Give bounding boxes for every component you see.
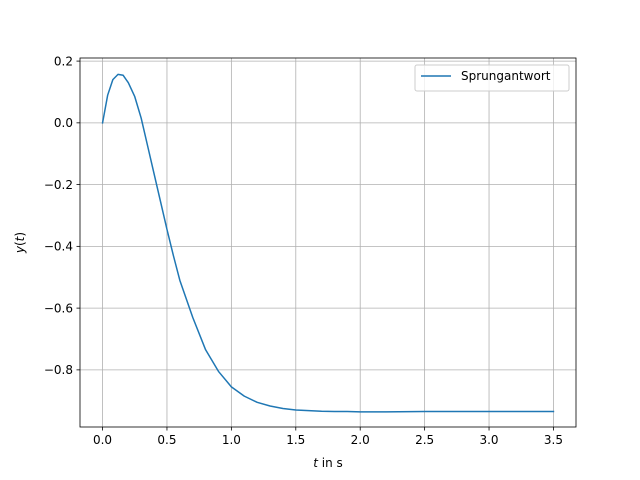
y-tick-label: −0.4 — [44, 240, 73, 254]
y-tick-label: −0.8 — [44, 363, 73, 377]
grid — [80, 58, 576, 427]
x-tick-label: 3.5 — [544, 433, 563, 447]
plot-frame — [79, 57, 577, 428]
y-tick-label: −0.2 — [44, 178, 73, 192]
y-axis-paren-close: ) — [13, 232, 27, 237]
x-tick-label: 0.5 — [157, 433, 176, 447]
x-tick-label: 1.0 — [222, 433, 241, 447]
ticks: 0.0 0.5 1.0 1.5 2.0 2.5 3.0 3.5 0.2 0.0 −0.2 −0.4 −0… — [44, 54, 563, 447]
x-tick-label: 2.0 — [351, 433, 370, 447]
x-tick-label: 2.5 — [415, 433, 434, 447]
x-tick-label: 3.0 — [479, 433, 498, 447]
y-tick-label: 0.0 — [54, 116, 73, 130]
x-axis-variable: t — [313, 456, 319, 470]
y-axis-function: y — [13, 245, 27, 254]
legend-label: Sprungantwort — [461, 69, 551, 83]
series-line-sprungantwort — [101, 73, 555, 413]
legend: Sprungantwort — [414, 64, 570, 92]
y-axis-label: y(t) — [13, 232, 27, 254]
x-tick-label: 1.5 — [286, 433, 305, 447]
x-axis-label: t in s — [313, 456, 343, 470]
legend-box — [414, 64, 570, 92]
x-axis-unit-text: in s — [318, 456, 343, 470]
y-axis-paren-open: ( — [13, 241, 27, 246]
y-axis-argument: t — [13, 235, 27, 241]
series-layer — [101, 73, 555, 413]
y-tick-label: 0.2 — [54, 54, 73, 68]
y-tick-label: −0.6 — [44, 301, 73, 315]
x-tick-label: 0.0 — [93, 433, 112, 447]
